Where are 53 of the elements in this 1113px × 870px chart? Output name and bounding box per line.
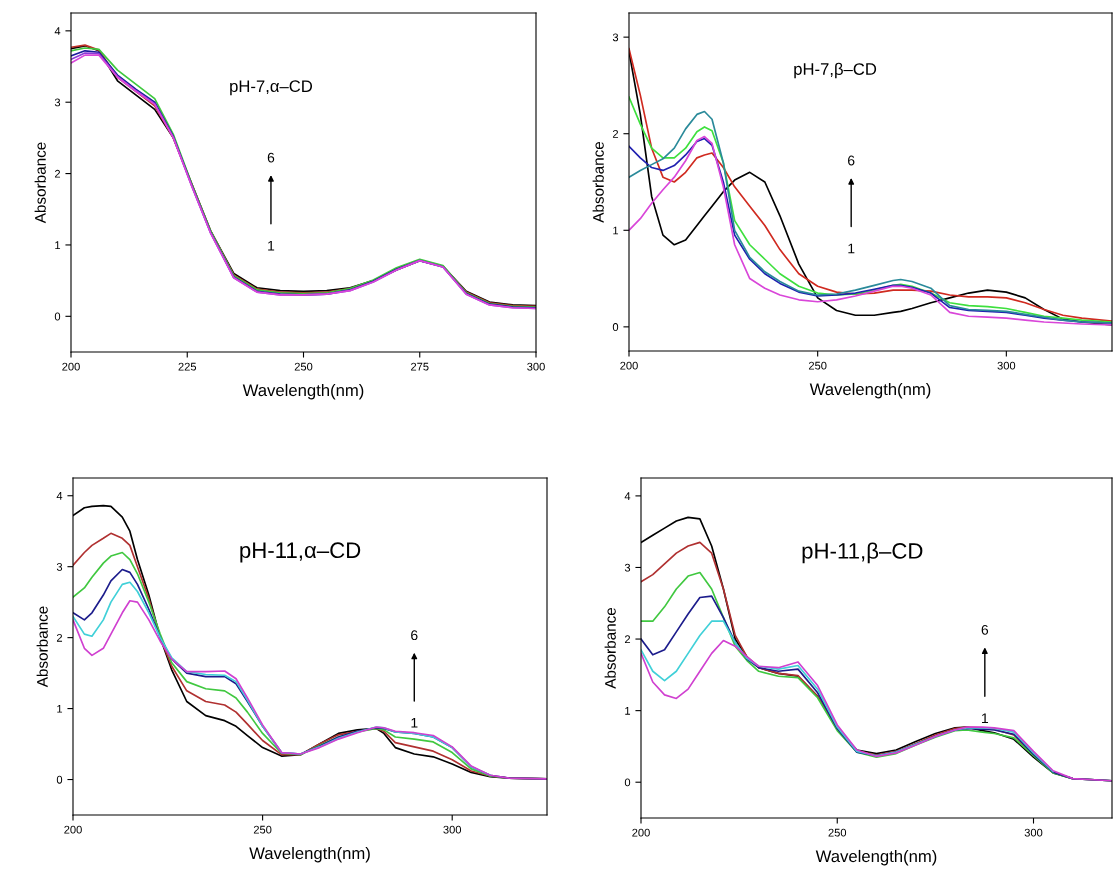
annotation: 1 (848, 243, 855, 254)
annotation: 1 (982, 713, 989, 723)
text: pH-11,α–CD (240, 542, 361, 563)
y-tick-label: 3 (54, 98, 61, 107)
text: pH-7,α–CD (230, 80, 313, 96)
x-tick-label: 250 (828, 828, 847, 837)
annotation: 1 (268, 240, 275, 251)
x-tick-label: 200 (64, 825, 82, 834)
annotation: 6 (981, 624, 989, 635)
x-axis-title: Wavelength(nm) (809, 382, 931, 399)
x-tick-label: 250 (294, 362, 313, 371)
annotation: 6 (267, 152, 275, 163)
y-axis-title: Absorbance (34, 142, 46, 224)
x-tick-label: 275 (411, 362, 429, 371)
x-tick-label: 250 (808, 361, 827, 370)
annotation: 1 (411, 718, 418, 728)
y-tick-label: 4 (624, 492, 631, 500)
y-tick-label: 3 (56, 562, 63, 571)
y-tick-label: 1 (613, 226, 619, 235)
y-tick-label: 0 (54, 312, 61, 321)
x-tick-label: 300 (997, 361, 1016, 370)
x-tick-label: 300 (1024, 828, 1043, 837)
y-tick-label: 1 (625, 707, 631, 715)
y-tick-label: 0 (624, 778, 631, 787)
y-tick-label: 4 (54, 27, 61, 35)
y-tick-label: 0 (612, 323, 619, 331)
y-tick-label: 4 (56, 492, 63, 500)
y-tick-label: 3 (624, 563, 631, 572)
x-tick-label: 200 (62, 362, 80, 371)
x-axis-title: Wavelength(nm) (242, 383, 364, 400)
y-tick-label: 2 (56, 633, 63, 642)
x-tick-label: 200 (620, 361, 638, 370)
x-tick-label: 300 (443, 825, 462, 834)
x-tick-label: 200 (632, 828, 650, 837)
y-axis-title: Absorbance (592, 141, 604, 223)
x-axis-title: Wavelength(nm) (249, 846, 370, 863)
text: pH-7,β–CD (794, 62, 877, 79)
y-axis-title: Absorbance (604, 607, 616, 689)
x-tick-label: 225 (178, 362, 197, 371)
y-tick-label: 0 (56, 775, 63, 784)
y-axis-title: Absorbance (36, 606, 48, 688)
y-tick-label: 1 (55, 241, 61, 249)
x-tick-label: 300 (527, 362, 545, 371)
y-tick-label: 2 (624, 635, 631, 644)
y-tick-label: 1 (57, 704, 63, 713)
annotation: 6 (848, 155, 855, 166)
x-tick-label: 250 (253, 825, 272, 834)
y-tick-label: 3 (612, 33, 619, 42)
text: pH-11,β–CD (802, 542, 923, 564)
annotation: 6 (411, 630, 418, 641)
y-tick-label: 2 (54, 169, 61, 178)
x-axis-title: Wavelength(nm) (815, 849, 937, 866)
y-tick-label: 2 (612, 129, 619, 138)
